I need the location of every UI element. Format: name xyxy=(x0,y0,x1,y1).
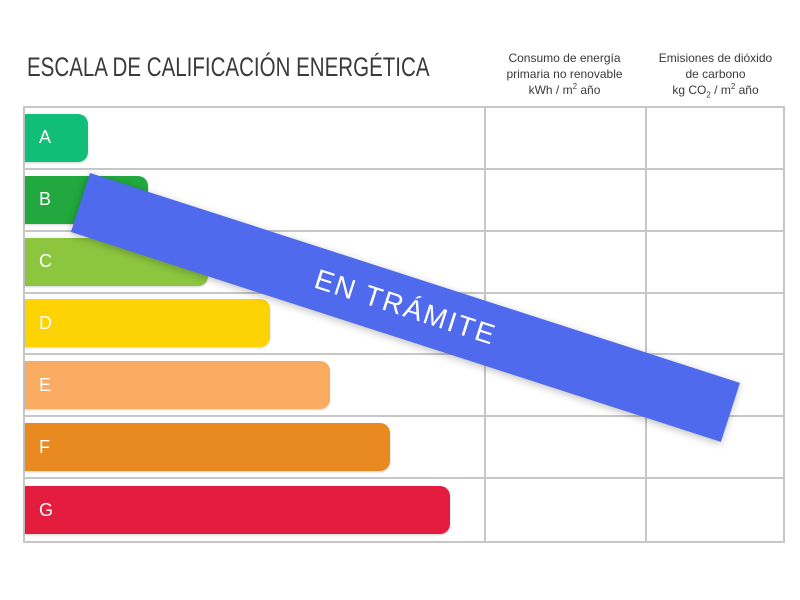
value-cell-consumo-a xyxy=(486,108,647,170)
value-cell-emisiones-d xyxy=(647,294,783,356)
column-header-emisiones-units: kg CO2 / m2 año xyxy=(672,82,759,100)
value-cell-emisiones-f xyxy=(647,417,783,480)
rating-letter-b: B xyxy=(39,189,52,210)
rating-bar-g: G xyxy=(25,486,450,535)
value-cell-consumo-c xyxy=(486,231,647,294)
scale-cell-f: F xyxy=(25,417,486,480)
column-header-consumo-units: kWh / m2 año xyxy=(528,82,601,98)
scale-cell-a: A xyxy=(25,108,486,170)
rating-bar-d: D xyxy=(25,299,270,348)
column-header-emisiones-line2: de carbono xyxy=(685,67,746,81)
rating-bar-a: A xyxy=(25,113,88,162)
column-header-consumo: Consumo de energía primaria no renovable… xyxy=(484,50,645,98)
value-cell-emisiones-g xyxy=(647,479,783,541)
rating-letter-g: G xyxy=(39,499,54,520)
rating-letter-e: E xyxy=(39,374,52,395)
value-cell-consumo-g xyxy=(486,479,647,541)
page-title: ESCALA DE CALIFICACIÓN ENERGÉTICA xyxy=(27,52,430,82)
scale-cell-g: G xyxy=(25,479,486,541)
rating-letter-d: D xyxy=(39,312,52,333)
scale-cell-e: E xyxy=(25,355,486,418)
value-cell-emisiones-b xyxy=(647,170,783,232)
column-header-emisiones: Emisiones de dióxido de carbono kg CO2 /… xyxy=(645,50,786,100)
column-header-consumo-line2: primaria no renovable xyxy=(506,67,623,81)
value-cell-consumo-f xyxy=(486,417,647,480)
rating-bar-f: F xyxy=(25,423,390,472)
rating-letter-f: F xyxy=(39,436,50,457)
scale-cell-d: D xyxy=(25,293,486,356)
rating-letter-c: C xyxy=(39,251,52,272)
value-cell-emisiones-a xyxy=(647,108,783,170)
value-cell-consumo-b xyxy=(486,169,647,232)
rating-bar-e: E xyxy=(25,361,330,410)
rating-letter-a: A xyxy=(39,127,52,148)
column-header-consumo-line1: Consumo de energía xyxy=(508,51,621,65)
value-cell-emisiones-c xyxy=(647,232,783,294)
column-header-emisiones-line1: Emisiones de dióxido xyxy=(658,51,773,65)
